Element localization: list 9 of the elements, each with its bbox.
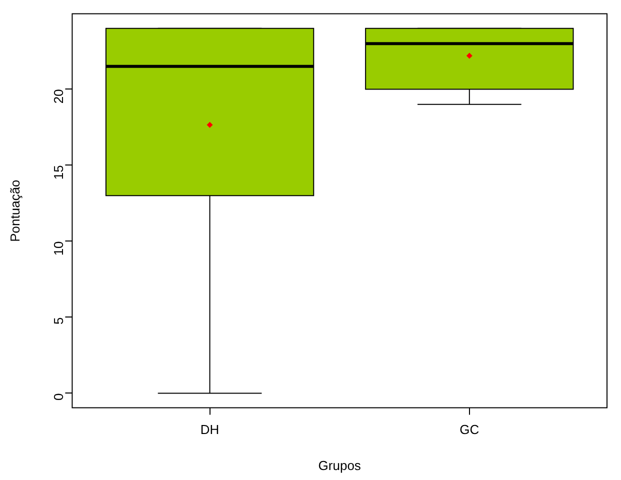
y-axis-title: Pontuação	[7, 180, 22, 242]
y-tick-label: 0	[50, 393, 66, 400]
y-tick-label: 15	[50, 165, 66, 180]
y-tick-label: 10	[50, 241, 66, 256]
x-tick-label: DH	[200, 422, 220, 438]
y-tick-label: 20	[50, 89, 66, 104]
x-axis-title: Grupos	[318, 458, 362, 473]
y-tick-label: 5	[50, 317, 66, 324]
x-tick-label: GC	[460, 422, 480, 438]
